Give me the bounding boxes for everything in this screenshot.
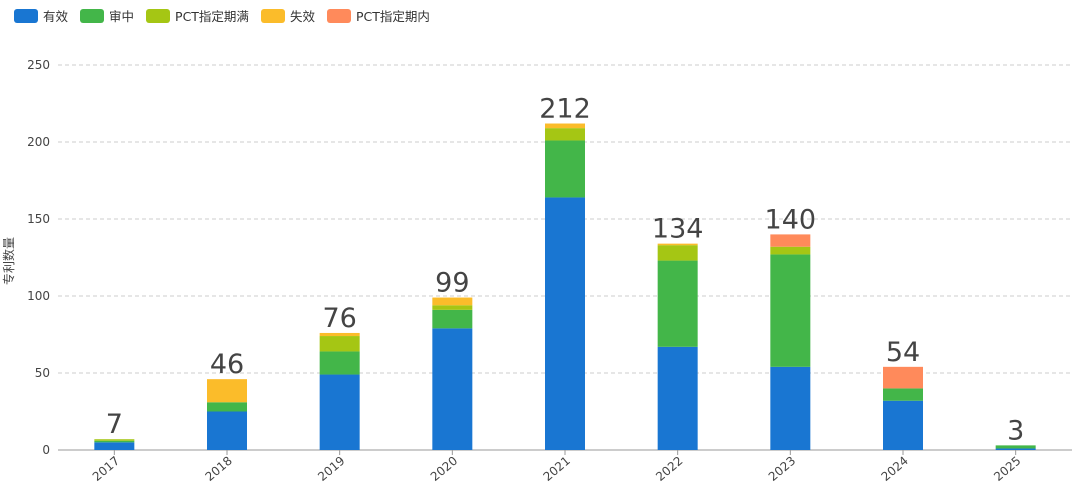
bar-segment[interactable] bbox=[432, 305, 473, 310]
bar-total-label: 99 bbox=[435, 268, 469, 299]
bar-segment[interactable] bbox=[432, 309, 473, 329]
bar-segment[interactable] bbox=[770, 246, 811, 255]
bar-total-label: 3 bbox=[1007, 415, 1024, 446]
bar-total-label: 212 bbox=[539, 94, 591, 125]
y-tick-label: 50 bbox=[35, 366, 50, 380]
x-tick-label: 2021 bbox=[541, 454, 573, 484]
legend-swatch-shenzhong bbox=[80, 8, 105, 23]
legend-item-youxiao[interactable]: 有效 bbox=[14, 6, 68, 25]
bar-total-label: 140 bbox=[765, 204, 817, 235]
bar-segment[interactable] bbox=[545, 197, 585, 450]
bar-segment[interactable] bbox=[94, 442, 135, 450]
labels-layer: 0 50 100 150 200 250 7 2017 46 2018 76 2019 99 2020 21… bbox=[27, 58, 1024, 484]
bar-segment[interactable] bbox=[657, 260, 698, 347]
bar-segment[interactable] bbox=[883, 366, 923, 389]
x-tick-label: 2025 bbox=[991, 454, 1023, 484]
legend-item-shenzhong[interactable]: 审中 bbox=[80, 6, 134, 25]
bar-segment[interactable] bbox=[770, 254, 811, 367]
x-tick-label: 2023 bbox=[766, 454, 798, 484]
bar-segment[interactable] bbox=[319, 332, 360, 337]
bar-segment[interactable] bbox=[207, 402, 247, 412]
bar-segment[interactable] bbox=[432, 297, 473, 306]
bar-segment[interactable] bbox=[545, 128, 585, 141]
bar-segment[interactable] bbox=[883, 400, 923, 450]
bar-segment[interactable] bbox=[883, 388, 923, 401]
legend-item-pct-within[interactable]: PCT指定期内 bbox=[326, 6, 430, 25]
bar-segment[interactable] bbox=[207, 411, 247, 451]
y-tick-label: 200 bbox=[27, 135, 50, 149]
y-tick-label: 0 bbox=[42, 443, 50, 457]
y-tick-label: 150 bbox=[27, 212, 50, 226]
bar-segment[interactable] bbox=[94, 439, 135, 441]
legend-swatch-pct-expired bbox=[146, 8, 171, 23]
legend-label-youxiao: 有效 bbox=[43, 9, 69, 24]
bar-segment[interactable] bbox=[770, 366, 811, 450]
legend-item-pct-expired[interactable]: PCT指定期满 bbox=[146, 6, 249, 25]
bar-total-label: 54 bbox=[886, 337, 920, 368]
bar-segment[interactable] bbox=[657, 243, 698, 246]
bar-segment[interactable] bbox=[657, 346, 698, 450]
y-tick-label: 250 bbox=[27, 58, 50, 72]
bars-layer bbox=[94, 123, 1036, 451]
bar-segment[interactable] bbox=[545, 140, 585, 198]
bar-total-label: 46 bbox=[210, 349, 244, 380]
x-tick-label: 2024 bbox=[879, 454, 911, 484]
x-tick-label: 2020 bbox=[428, 454, 460, 484]
bar-total-label: 7 bbox=[106, 409, 123, 440]
x-tick-label: 2022 bbox=[653, 454, 685, 484]
legend-swatch-shixiao bbox=[260, 8, 285, 23]
legend-label-shixiao: 失效 bbox=[289, 9, 315, 24]
bar-segment[interactable] bbox=[319, 351, 360, 375]
y-tick-label: 100 bbox=[27, 289, 50, 303]
bar-segment[interactable] bbox=[94, 440, 135, 443]
bar-total-label: 76 bbox=[322, 303, 356, 334]
legend-label-pct-within: PCT指定期内 bbox=[355, 9, 430, 24]
y-axis-title: 专利数量 bbox=[1, 237, 16, 285]
bar-segment[interactable] bbox=[995, 445, 1036, 449]
bar-segment[interactable] bbox=[657, 245, 698, 261]
legend-label-pct-expired: PCT指定期满 bbox=[175, 9, 249, 24]
bar-segment[interactable] bbox=[319, 336, 360, 352]
bar-segment[interactable] bbox=[319, 374, 360, 450]
bar-segment[interactable] bbox=[770, 234, 811, 247]
legend-swatch-youxiao bbox=[14, 8, 38, 23]
legend: 有效 审中 PCT指定期满 失效 PCT指定期内 bbox=[14, 6, 442, 25]
legend-label-shenzhong: 审中 bbox=[109, 9, 135, 24]
bar-segment[interactable] bbox=[995, 448, 1036, 450]
bar-segment[interactable] bbox=[432, 328, 473, 450]
legend-item-shixiao[interactable]: 失效 bbox=[260, 6, 315, 25]
x-tick-label: 2018 bbox=[203, 454, 235, 484]
bar-segment[interactable] bbox=[545, 123, 585, 129]
bar-total-label: 134 bbox=[652, 214, 704, 245]
bar-segment[interactable] bbox=[207, 379, 247, 403]
legend-swatch-pct-within bbox=[326, 8, 351, 23]
x-tick-label: 2017 bbox=[90, 454, 122, 484]
x-tick-label: 2019 bbox=[315, 454, 347, 484]
